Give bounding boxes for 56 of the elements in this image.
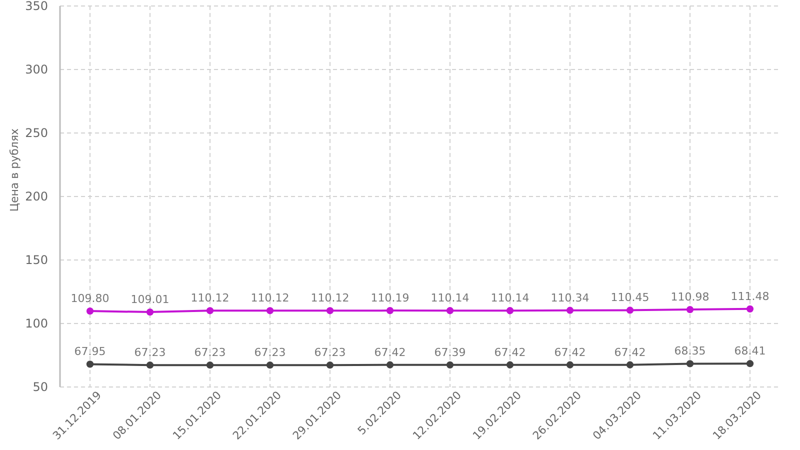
y-tick-label: 200 [25,189,48,204]
data-label: 110.14 [490,292,530,305]
y-tick-label: 350 [25,0,48,13]
data-label: 109.80 [70,292,110,306]
data-label: 67.42 [374,346,406,359]
point [746,305,754,312]
point [626,306,634,314]
point [386,361,394,368]
point [446,361,454,368]
data-label: 67.23 [194,346,226,360]
data-label: 110.14 [430,292,470,305]
y-tick-label: 100 [25,316,48,330]
point [206,362,214,369]
point [446,307,454,314]
point [566,306,574,314]
point [146,308,154,316]
data-label: 110.12 [310,292,350,305]
point [506,361,514,368]
data-label: 67.39 [434,346,466,359]
y-tick-label: 250 [25,126,48,140]
point [686,306,694,314]
point [326,362,334,369]
point [626,361,634,368]
data-label: 67.42 [614,346,646,359]
data-label: 110.98 [670,290,710,304]
data-label: 68.35 [674,344,706,358]
data-label: 68.41 [734,344,766,358]
y-tick-label: 150 [25,252,48,267]
point [326,307,334,314]
point [146,362,154,369]
point [746,360,754,368]
y-axis-title: Цена в рублях [8,128,21,212]
data-label: 110.12 [190,292,230,305]
y-tick-label: 50 [32,380,48,394]
data-label: 110.34 [550,291,590,304]
point [506,307,514,314]
point [686,360,694,368]
data-label: 110.19 [370,292,410,305]
data-label: 67.95 [74,345,106,358]
point [86,360,94,368]
point [206,307,214,314]
data-label: 67.42 [494,346,526,359]
point [266,307,274,314]
data-label: 67.23 [134,346,166,360]
data-label: 110.12 [250,292,290,305]
data-label: 111.48 [730,290,770,303]
data-label: 67.23 [254,346,286,360]
data-label: 110.45 [610,291,650,304]
y-tick-label: 300 [25,62,48,76]
point [266,362,274,369]
point [566,361,574,368]
data-label: 109.01 [130,293,170,306]
point [86,307,94,315]
point [386,307,394,314]
data-label: 67.23 [314,346,346,360]
data-label: 67.42 [554,346,586,359]
